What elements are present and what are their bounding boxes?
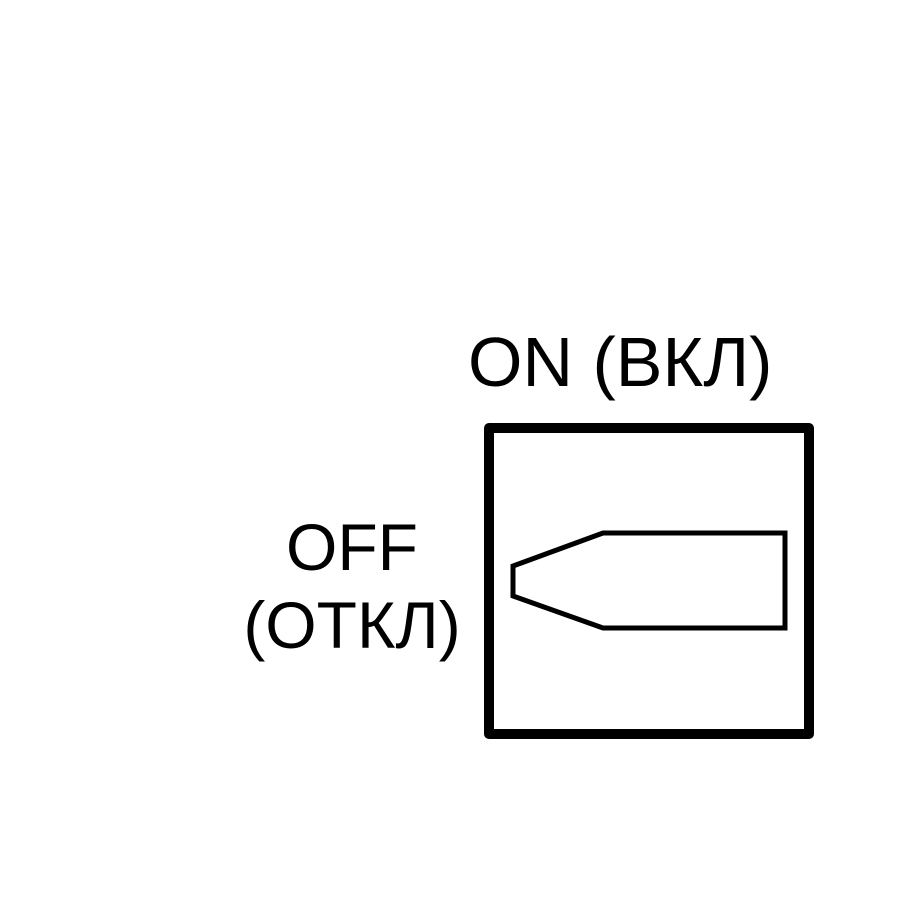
off-label-line2: (ОТКЛ) xyxy=(243,588,461,662)
switch-housing xyxy=(484,423,814,739)
off-position-label: OFF (ОТКЛ) xyxy=(232,508,472,664)
rotary-knob-pointer-icon[interactable] xyxy=(510,530,788,631)
on-position-label: ON (ВКЛ) xyxy=(468,323,773,401)
off-label-line1: OFF xyxy=(286,510,418,584)
